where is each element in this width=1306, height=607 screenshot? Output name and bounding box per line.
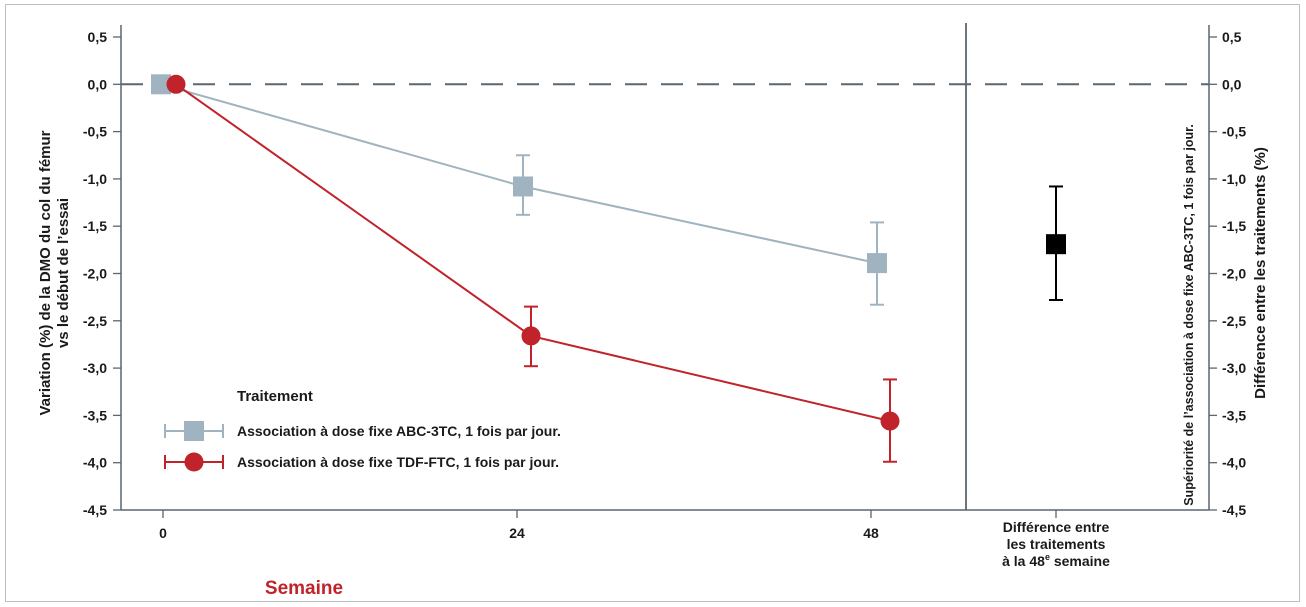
y-tick-label-left: -2,0 bbox=[83, 266, 107, 282]
legend-label: Association à dose fixe TDF-FTC, 1 fois … bbox=[237, 454, 559, 470]
axes-group: 0,5 0,5 0,0 0,0 -0,5 -0,5 -1,0 -1,0 -1,5 -1,5 -2,0… bbox=[83, 23, 1246, 569]
data-point-circle bbox=[166, 74, 186, 94]
legend-marker-circle bbox=[184, 452, 204, 472]
y-tick-label-left: -3,5 bbox=[83, 407, 107, 423]
line-chart: 0,5 0,5 0,0 0,0 -0,5 -0,5 -1,0 -1,0 -1,5 -1,5 -2,0… bbox=[37, 23, 1269, 599]
data-point-circle bbox=[521, 326, 541, 346]
data-point-square bbox=[513, 176, 533, 197]
difference-label-line2: les traitements bbox=[1007, 536, 1106, 552]
y-tick-label-right: -3,0 bbox=[1222, 360, 1246, 376]
y-tick-label-left: -1,0 bbox=[83, 171, 107, 187]
y-tick-label-left: -4,0 bbox=[83, 455, 107, 471]
data-point-circle bbox=[880, 411, 900, 431]
y-tick-label-right: -0,5 bbox=[1222, 124, 1246, 140]
chart-figure: 0,5 0,5 0,0 0,0 -0,5 -0,5 -1,0 -1,0 -1,5 -1,5 -2,0… bbox=[5, 4, 1300, 602]
x-tick-label: 0 bbox=[159, 525, 167, 541]
y-tick-label-right: -2,0 bbox=[1222, 266, 1246, 282]
difference-label-superscript: e bbox=[1045, 552, 1050, 562]
y-tick-label-right: -2,5 bbox=[1222, 313, 1246, 329]
y-tick-label-right: -1,5 bbox=[1222, 218, 1246, 234]
y-axis-title-line2: vs le début de l’essai bbox=[55, 198, 72, 348]
difference-label-text: semaine bbox=[1050, 553, 1110, 569]
y-tick-label-right: 0,0 bbox=[1222, 76, 1242, 92]
y-tick-label-right: -4,0 bbox=[1222, 455, 1246, 471]
data-point-square bbox=[867, 253, 887, 274]
series-group bbox=[151, 74, 900, 463]
difference-group bbox=[1046, 185, 1066, 301]
legend-label: Association à dose fixe ABC-3TC, 1 fois … bbox=[237, 423, 561, 439]
data-point-square bbox=[151, 74, 171, 95]
axis-labels: Semaine Variation (%) de la DMO du col du… bbox=[37, 124, 1269, 599]
y-tick-label-left: 0,5 bbox=[88, 29, 108, 45]
series-line bbox=[175, 83, 891, 423]
x-tick-label: 48 bbox=[863, 525, 879, 541]
y2-inner-title: Supériorité de l’association à dose fixe… bbox=[1182, 124, 1196, 506]
y-tick-label-left: -4,5 bbox=[83, 502, 107, 518]
y2-axis-title: Différence entre les traitements (%) bbox=[1252, 147, 1269, 399]
legend: Traitement Association à dose fixe ABC-3T… bbox=[164, 388, 561, 472]
y-tick-label-right: 0,5 bbox=[1222, 29, 1242, 45]
y-tick-label-left: -0,5 bbox=[83, 124, 107, 140]
y-tick-label-right: -1,0 bbox=[1222, 171, 1246, 187]
series-line bbox=[160, 83, 878, 265]
y-tick-label-left: -3,0 bbox=[83, 360, 107, 376]
legend-marker-square bbox=[184, 421, 204, 441]
x-axis-title: Semaine bbox=[265, 578, 343, 599]
y-axis-title-line1: Variation (%) de la DMO du col du fémur bbox=[37, 130, 54, 415]
difference-label-line3: à la 48e semaine bbox=[1002, 552, 1110, 569]
y-tick-label-right: -4,5 bbox=[1222, 502, 1246, 518]
x-tick-label: 24 bbox=[509, 525, 525, 541]
y-tick-label-left: -2,5 bbox=[83, 313, 107, 329]
difference-label-text: à la 48 bbox=[1002, 553, 1045, 569]
difference-label-line1: Différence entre bbox=[1003, 519, 1110, 535]
difference-point bbox=[1046, 234, 1066, 255]
y-tick-label-left: 0,0 bbox=[88, 76, 108, 92]
y-tick-label-right: -3,5 bbox=[1222, 407, 1246, 423]
legend-title: Traitement bbox=[237, 388, 313, 405]
y-tick-label-left: -1,5 bbox=[83, 218, 107, 234]
